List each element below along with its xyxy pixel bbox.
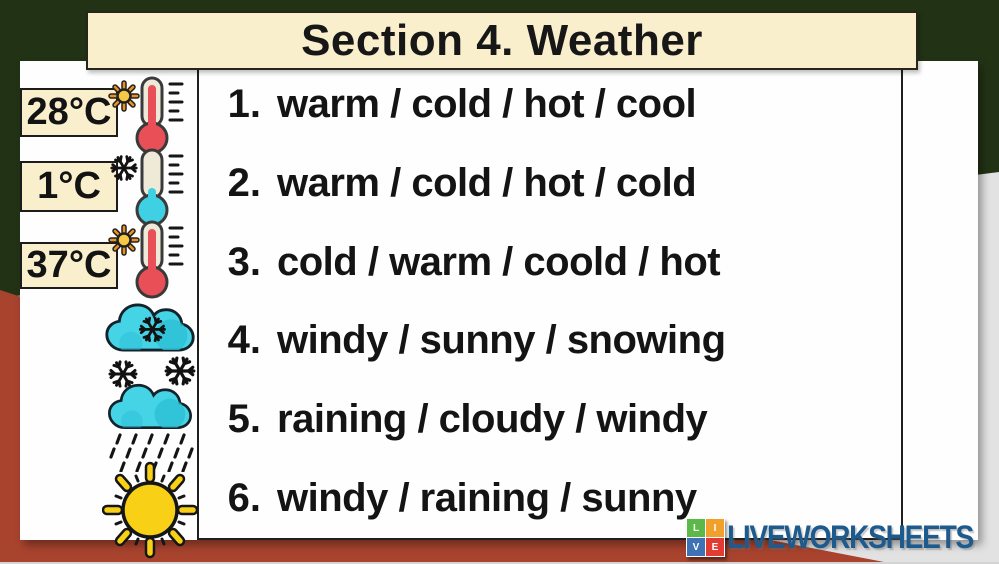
- item-number: 6.: [227, 476, 261, 521]
- liveworksheets-grid-icon: L I V E: [686, 518, 725, 557]
- temperature-value: 28°C: [26, 91, 112, 133]
- list-item[interactable]: 4. windy / sunny / snowing: [199, 301, 901, 380]
- list-item[interactable]: 2. warm / cold / hot / cold: [199, 144, 901, 223]
- page-title: Section 4. Weather: [301, 15, 703, 65]
- item-number: 3.: [227, 239, 261, 284]
- warm-thermometer-sun-icon: [108, 76, 184, 155]
- logo-square-l: L: [687, 519, 705, 537]
- section-title-bar: Section 4. Weather: [86, 11, 918, 70]
- item-number: 5.: [227, 397, 261, 442]
- item-number: 4.: [227, 318, 261, 363]
- list-item[interactable]: 6. windy / raining / sunny: [199, 459, 901, 538]
- snowing-cloud-icon: [105, 303, 195, 352]
- item-choices[interactable]: warm / cold / hot / cold: [277, 160, 697, 205]
- list-item[interactable]: 3. cold / warm / coold / hot: [199, 223, 901, 302]
- snowflake-icon: [110, 154, 138, 182]
- sun-icon: [102, 461, 198, 559]
- logo-square-e: E: [706, 538, 724, 556]
- logo-square-i: I: [706, 519, 724, 537]
- item-choices[interactable]: warm / cold / hot / cool: [277, 81, 697, 126]
- logo-brand-text: LIVEWORKSHEETS: [727, 519, 974, 555]
- item-choices[interactable]: windy / raining / sunny: [277, 476, 697, 521]
- temperature-value: 1°C: [37, 165, 101, 207]
- list-item[interactable]: 1. warm / cold / hot / cool: [199, 65, 901, 144]
- item-choices[interactable]: cold / warm / coold / hot: [277, 239, 721, 284]
- logo-square-v: V: [687, 538, 705, 556]
- temperature-value: 37°C: [26, 244, 112, 286]
- temperature-label-37c: 37°C: [20, 242, 118, 289]
- list-item[interactable]: 5. raining / cloudy / windy: [199, 380, 901, 459]
- answer-list-box: 1. warm / cold / hot / cool 2. warm / co…: [197, 63, 903, 540]
- liveworksheets-logo[interactable]: L I V E LIVEWORKSHEETS: [686, 518, 999, 557]
- hot-thermometer-sun-icon: [108, 220, 184, 299]
- temperature-label-28c: 28°C: [20, 88, 118, 137]
- item-choices[interactable]: windy / sunny / snowing: [277, 318, 726, 363]
- item-choices[interactable]: raining / cloudy / windy: [277, 397, 708, 442]
- item-number: 2.: [227, 160, 261, 205]
- raining-cloud-icon: [107, 383, 193, 430]
- temperature-label-1c: 1°C: [20, 161, 118, 212]
- item-number: 1.: [227, 81, 261, 126]
